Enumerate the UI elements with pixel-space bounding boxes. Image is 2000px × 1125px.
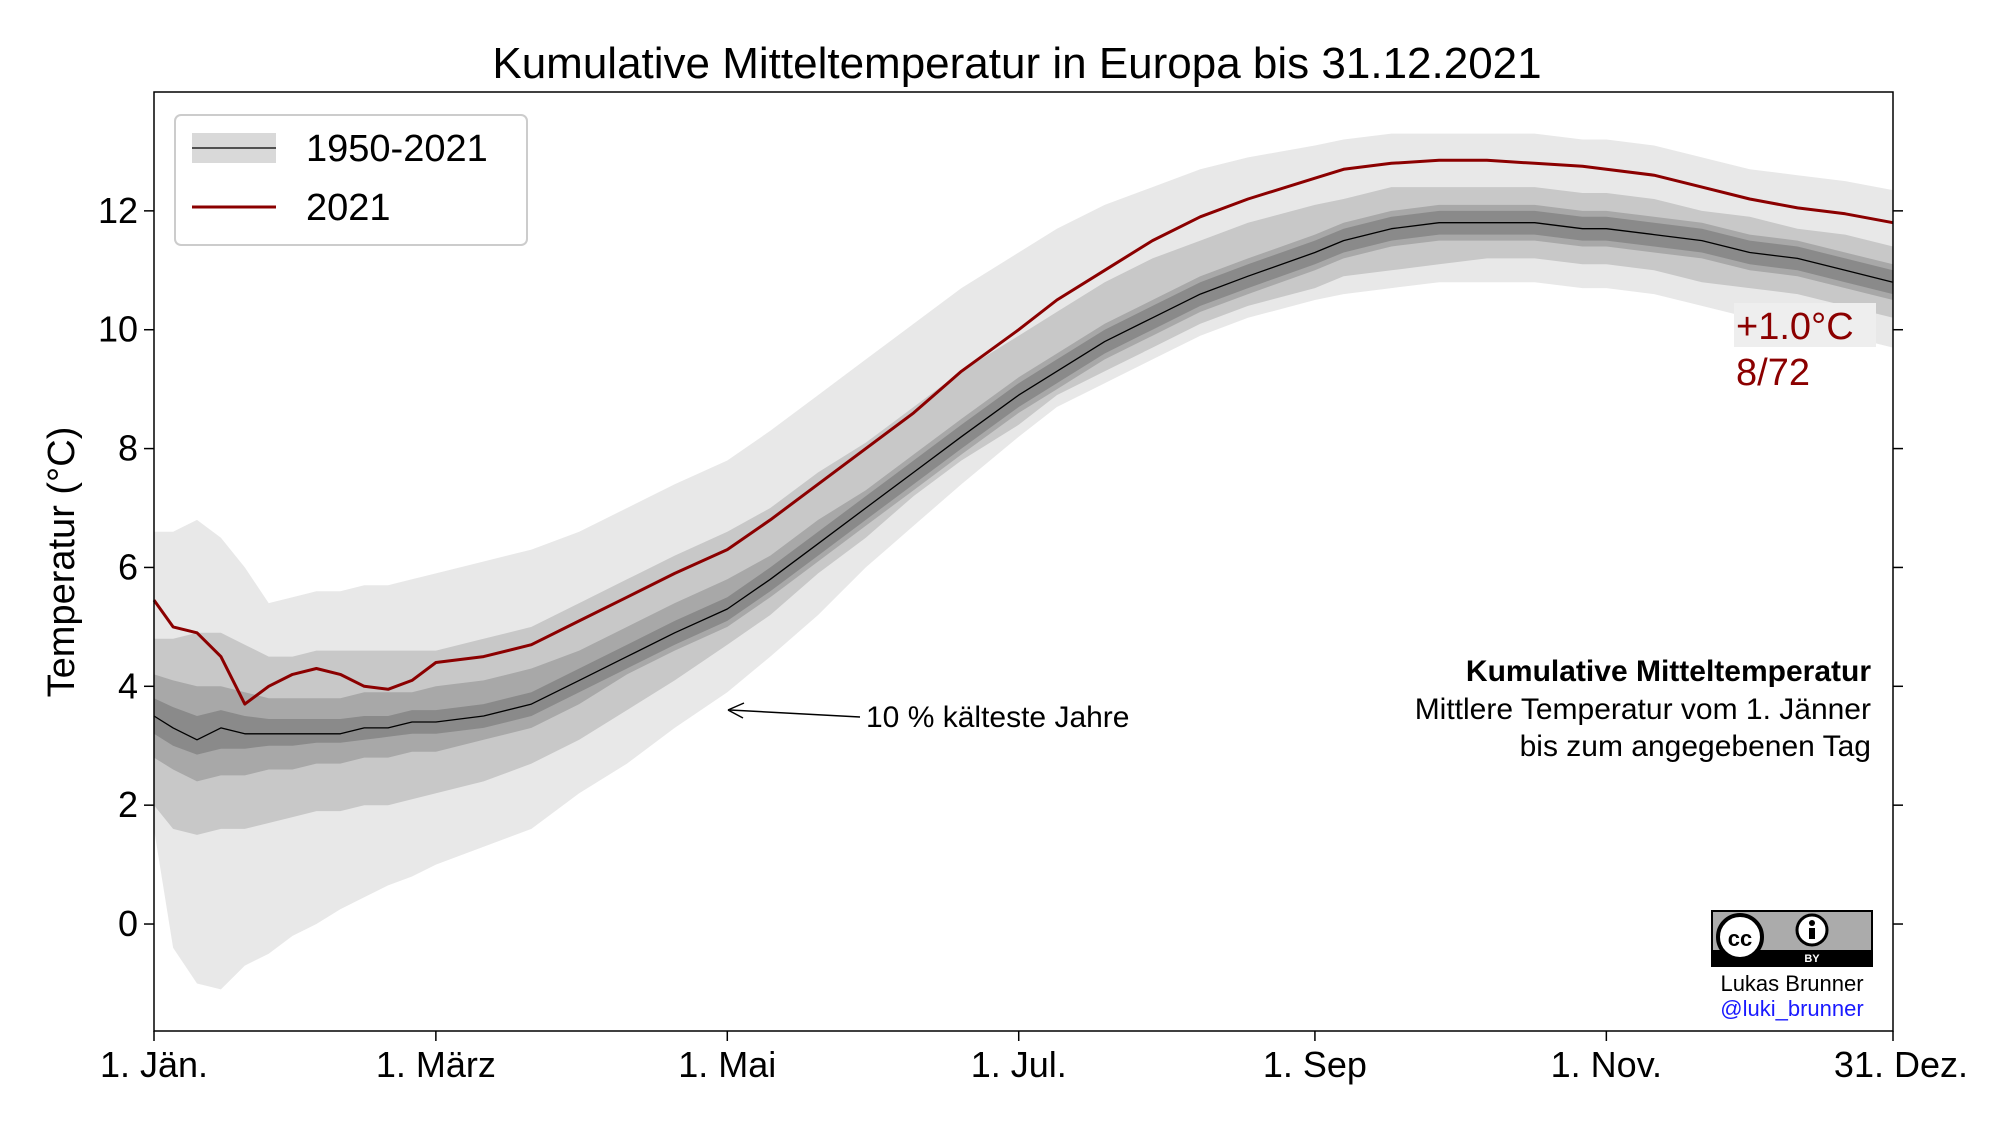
anomaly-label: +1.0°C — [1736, 306, 1854, 348]
y-tick-label: 2 — [118, 784, 138, 825]
x-tick-label: 1. Jul. — [971, 1044, 1067, 1085]
y-tick-label: 4 — [118, 665, 138, 706]
legend-label-2021: 2021 — [306, 187, 391, 229]
series-line-2021 — [152, 158, 1894, 706]
cc-by-icon: cc BY — [1711, 910, 1873, 967]
coldest-years-arrow: 10 % kälteste Jahre — [727, 701, 1129, 734]
svg-text:cc: cc — [1728, 926, 1752, 951]
plot-frame — [153, 91, 1894, 1032]
y-tick-label: 12 — [98, 190, 138, 231]
info-title: Kumulative Mitteltemperatur — [1466, 655, 1871, 688]
y-tick-label: 6 — [118, 546, 138, 587]
credit-handle[interactable]: @luki_brunner — [1720, 996, 1863, 1021]
x-tick-label: 31. Dez. — [1834, 1044, 1968, 1085]
x-axis: 1. Jän. 1. März 1. Mai 1. Jul. 1. Sep 1. Nov.… — [100, 1031, 1968, 1085]
svg-text:BY: BY — [1804, 953, 1820, 965]
info-line-2: bis zum angegebenen Tag — [1520, 730, 1871, 763]
x-tick-label: 1. Nov. — [1551, 1044, 1662, 1085]
arrow-shaft — [729, 709, 861, 718]
arrow-head — [727, 702, 745, 719]
credit-author: Lukas Brunner — [1720, 971, 1863, 996]
x-tick-label: 1. März — [376, 1044, 496, 1085]
x-tick-label: 1. Sep — [1263, 1044, 1367, 1085]
series-lines — [152, 158, 1894, 741]
band-outer — [154, 133, 1893, 990]
arrow-label: 10 % kälteste Jahre — [866, 701, 1129, 734]
y-tick-label: 10 — [98, 309, 138, 350]
confidence-bands — [154, 133, 1893, 990]
y-tick-label: 0 — [118, 903, 138, 944]
y-axis: 0 2 4 6 8 10 12 — [98, 190, 1903, 944]
info-line-1: Mittlere Temperatur vom 1. Jänner — [1415, 693, 1871, 726]
legend-label-1950-2021: 1950-2021 — [306, 128, 488, 170]
anomaly-background — [1734, 303, 1876, 347]
series-line-1950-2021-median — [153, 222, 1894, 741]
legend: 1950-2021 2021 — [174, 114, 528, 246]
chart-title: Kumulative Mitteltemperatur in Europa bi… — [492, 39, 1541, 88]
rank-label: 8/72 — [1736, 352, 1810, 394]
x-tick-label: 1. Jän. — [100, 1044, 208, 1085]
y-tick-label: 8 — [118, 428, 138, 469]
y-axis-label: Temperatur (°C) — [41, 427, 83, 698]
x-tick-label: 1. Mai — [678, 1044, 776, 1085]
